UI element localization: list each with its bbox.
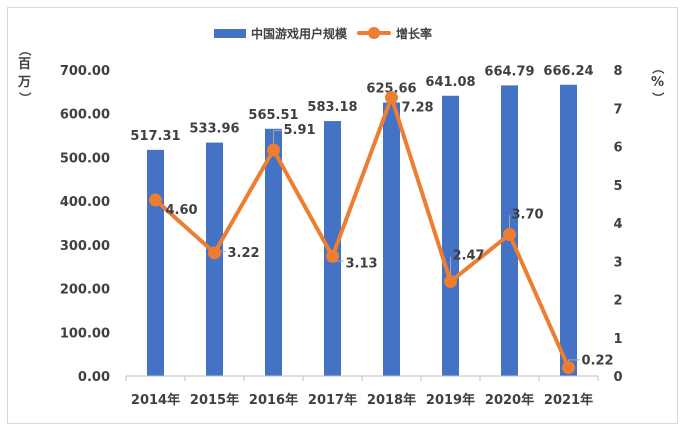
growth-rate-point: [149, 193, 162, 207]
x-tick-label: 2015年: [190, 392, 239, 408]
bar-value-label: 517.31: [130, 129, 180, 144]
left-axis-title: （ 百 万 ）: [18, 44, 32, 104]
legend: 中国游戏用户规模 增长率: [214, 23, 432, 43]
growth-rate-label: 5.91: [284, 123, 316, 138]
bar: [560, 84, 577, 377]
right-tick-label: 5: [613, 179, 622, 194]
bar: [442, 95, 459, 376]
growth-rate-point: [562, 361, 575, 375]
growth-rate-label: 3.70: [512, 207, 544, 222]
growth-rate-point: [208, 246, 221, 260]
legend-item-growth: 增长率: [357, 25, 432, 42]
bar-value-label: 583.18: [307, 100, 357, 115]
x-tick-label: 2021年: [544, 392, 593, 408]
growth-rate-point: [267, 143, 280, 157]
left-tick-label: 600.00: [60, 108, 110, 123]
x-tick-label: 2016年: [249, 392, 298, 408]
left-tick-label: 700.00: [60, 64, 110, 79]
bar: [383, 102, 400, 377]
bar-value-label: 565.51: [248, 108, 298, 123]
bar: [324, 121, 341, 376]
left-tick-label: 500.00: [60, 151, 110, 166]
bar-value-label: 664.79: [484, 64, 534, 79]
right-tick-label: 6: [613, 141, 622, 156]
bar-value-label: 666.24: [543, 64, 593, 79]
growth-rate-point: [326, 249, 339, 263]
left-tick-label: 0.00: [78, 370, 110, 385]
legend-label-users: 中国游戏用户规模: [251, 26, 348, 41]
legend-label-growth: 增长率: [396, 26, 433, 41]
bar-value-label: 533.96: [189, 122, 239, 137]
legend-item-users: 中国游戏用户规模: [214, 25, 347, 42]
right-tick-label: 7: [613, 102, 622, 117]
right-tick-label: 3: [613, 255, 622, 270]
legend-line-swatch: [357, 27, 392, 39]
growth-rate-label: 7.28: [402, 101, 434, 116]
bar-value-label: 625.66: [366, 81, 416, 96]
left-tick-label: 100.00: [60, 326, 110, 341]
x-tick-label: 2018年: [367, 392, 416, 408]
growth-rate-point: [385, 91, 398, 105]
bar: [265, 128, 282, 376]
x-tick-label: 2017年: [308, 392, 357, 408]
right-axis-title-char: %: [651, 75, 665, 90]
bar-value-label: 641.08: [425, 75, 475, 90]
left-tick-label: 400.00: [60, 195, 110, 210]
x-tick-label: 2019年: [426, 392, 475, 408]
growth-rate-point: [444, 275, 457, 289]
right-tick-label: 8: [613, 64, 622, 79]
growth-rate-label: 2.47: [453, 249, 485, 264]
left-axis-title-char-2: 万: [18, 75, 32, 90]
legend-bar-swatch: [214, 28, 246, 38]
right-axis-title: （ % ）: [651, 62, 665, 104]
right-tick-label: 1: [613, 332, 622, 347]
growth-rate-line: [154, 95, 571, 369]
growth-rate-point: [503, 227, 516, 241]
right-tick-label: 4: [613, 217, 622, 232]
growth-rate-label: 3.22: [228, 246, 260, 261]
left-tick-label: 300.00: [60, 239, 110, 254]
left-axis-title-char-1: 百: [18, 57, 32, 72]
growth-rate-label: 0.22: [582, 354, 614, 369]
right-tick-label: 0: [613, 370, 622, 385]
x-tick-label: 2014年: [131, 392, 180, 408]
growth-rate-label: 4.60: [166, 203, 198, 218]
x-tick-label: 2020年: [485, 392, 534, 408]
left-tick-label: 200.00: [60, 283, 110, 298]
bar: [147, 149, 164, 376]
growth-rate-label: 3.13: [346, 256, 378, 271]
right-tick-label: 2: [613, 294, 622, 309]
